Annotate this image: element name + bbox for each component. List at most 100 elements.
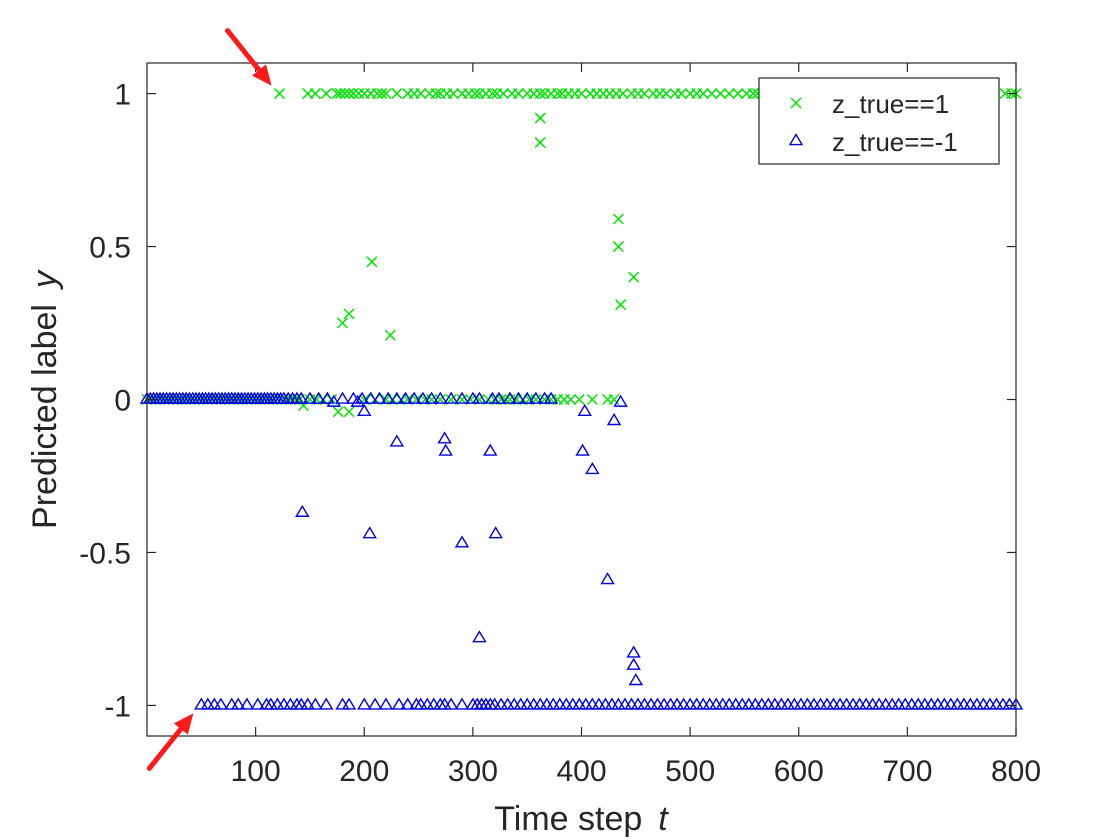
data-point-series-1 xyxy=(384,329,396,341)
y-axis-variable: y xyxy=(26,269,64,290)
data-point-series-2 xyxy=(628,673,644,686)
x-tick-label: 800 xyxy=(991,755,1041,788)
legend-marker-x xyxy=(790,97,802,109)
data-point-series-1 xyxy=(353,88,365,100)
data-point-series-1 xyxy=(573,393,585,406)
data-point-series-2 xyxy=(454,391,470,404)
data-point-series-1 xyxy=(552,88,564,100)
data-point-series-1 xyxy=(469,88,481,100)
data-point-series-2 xyxy=(398,391,413,404)
data-point-series-1 xyxy=(415,88,427,100)
data-point-series-1 xyxy=(617,88,629,100)
data-point-series-1 xyxy=(675,88,687,100)
x-tick-label: 600 xyxy=(774,755,824,788)
data-point-series-2 xyxy=(320,391,335,404)
data-point-series-1 xyxy=(608,393,620,406)
data-point-series-2 xyxy=(491,391,507,404)
data-point-series-1 xyxy=(447,88,459,100)
y-tick-label: 1 xyxy=(114,79,131,112)
data-point-series-1 xyxy=(339,88,351,100)
data-point-series-1 xyxy=(628,271,640,283)
x-tick-label: 300 xyxy=(448,755,498,788)
data-point-series-1 xyxy=(534,88,546,100)
data-point-series-1 xyxy=(612,213,624,225)
data-point-series-2 xyxy=(357,697,372,710)
data-point-series-1 xyxy=(366,256,378,268)
annotation-arrow-1 xyxy=(225,28,272,86)
annotations xyxy=(146,28,272,771)
data-point-series-2 xyxy=(350,394,365,407)
data-point-series-1 xyxy=(638,88,651,100)
data-point-series-1 xyxy=(732,88,744,100)
data-point-series-1 xyxy=(309,88,321,100)
data-point-series-2 xyxy=(543,391,559,404)
tick-labels: 100 200 300 400 500 600 700 800 -1 -0.5 0 0.5 1 xyxy=(79,79,1041,788)
data-point-series-2 xyxy=(239,697,255,710)
data-point-series-2 xyxy=(231,697,246,710)
data-point-series-2 xyxy=(357,403,372,417)
data-point-series-2 xyxy=(378,697,394,710)
data-point-series-2 xyxy=(308,697,323,710)
data-point-series-1 xyxy=(715,88,727,100)
data-point-series-2 xyxy=(454,535,470,548)
data-point-series-2 xyxy=(528,391,544,404)
data-point-series-2 xyxy=(577,403,592,417)
data-point-series-2 xyxy=(311,391,326,404)
data-point-series-1 xyxy=(747,88,759,100)
legend-label-series-2: z_true==-1 xyxy=(832,127,958,157)
data-point-series-2 xyxy=(389,391,405,404)
data-point-series-2 xyxy=(433,391,448,404)
data-point-series-1 xyxy=(371,88,383,100)
data-point-series-2 xyxy=(380,391,396,404)
data-point-series-2 xyxy=(341,697,357,710)
data-point-series-1 xyxy=(332,406,344,418)
legend-label-series-1: z_true==1 xyxy=(832,89,949,119)
data-point-series-1 xyxy=(343,406,355,418)
data-point-series-2 xyxy=(502,391,518,404)
data-point-series-1 xyxy=(697,88,709,100)
data-point-series-1 xyxy=(534,112,546,124)
data-point-series-2 xyxy=(367,697,383,710)
x-tick-label: 700 xyxy=(882,755,932,788)
data-point-series-1 xyxy=(706,88,718,100)
y-axis-label: Predicted label y xyxy=(26,269,64,529)
x-tick-label: 500 xyxy=(665,755,715,788)
data-point-series-2 xyxy=(424,391,439,404)
data-point-series-1 xyxy=(565,393,577,406)
x-axis-label-text: Time step xyxy=(494,800,642,838)
data-point-series-2 xyxy=(575,443,590,456)
data-point-series-1 xyxy=(376,88,388,100)
data-point-series-1 xyxy=(723,88,735,100)
data-point-series-2 xyxy=(472,391,487,404)
data-point-series-2 xyxy=(511,391,526,404)
data-point-series-2 xyxy=(585,461,600,475)
data-point-series-2 xyxy=(302,391,318,404)
x-axis-variable: t xyxy=(658,800,669,838)
data-point-series-1 xyxy=(273,88,286,100)
data-point-series-1 xyxy=(430,88,442,100)
data-point-series-2 xyxy=(326,394,342,407)
data-point-series-1 xyxy=(615,299,627,311)
data-point-series-1 xyxy=(334,88,346,100)
data-point-series-2 xyxy=(300,697,315,710)
x-axis-label: Time step t xyxy=(494,800,669,838)
data-point-series-2 xyxy=(318,697,334,710)
legend-marker-shape-1 xyxy=(790,97,802,109)
data-point-series-2 xyxy=(406,391,422,404)
data-point-series-1 xyxy=(586,393,598,406)
data-point-series-2 xyxy=(443,391,459,404)
data-point-series-1 xyxy=(534,137,546,149)
data-point-series-2 xyxy=(250,697,266,710)
data-point-series-1 xyxy=(486,88,498,100)
y-tick-label: -0.5 xyxy=(79,537,131,570)
data-point-series-2 xyxy=(400,697,415,710)
data-point-series-1 xyxy=(343,308,355,320)
data-point-series-2 xyxy=(488,526,503,539)
annotation-arrow-2 xyxy=(146,713,194,771)
data-point-series-1 xyxy=(512,88,525,100)
legend-box xyxy=(758,77,1000,165)
data-point-series-2 xyxy=(483,443,498,456)
data-point-series-2 xyxy=(443,697,459,710)
data-point-series-2 xyxy=(415,391,431,404)
